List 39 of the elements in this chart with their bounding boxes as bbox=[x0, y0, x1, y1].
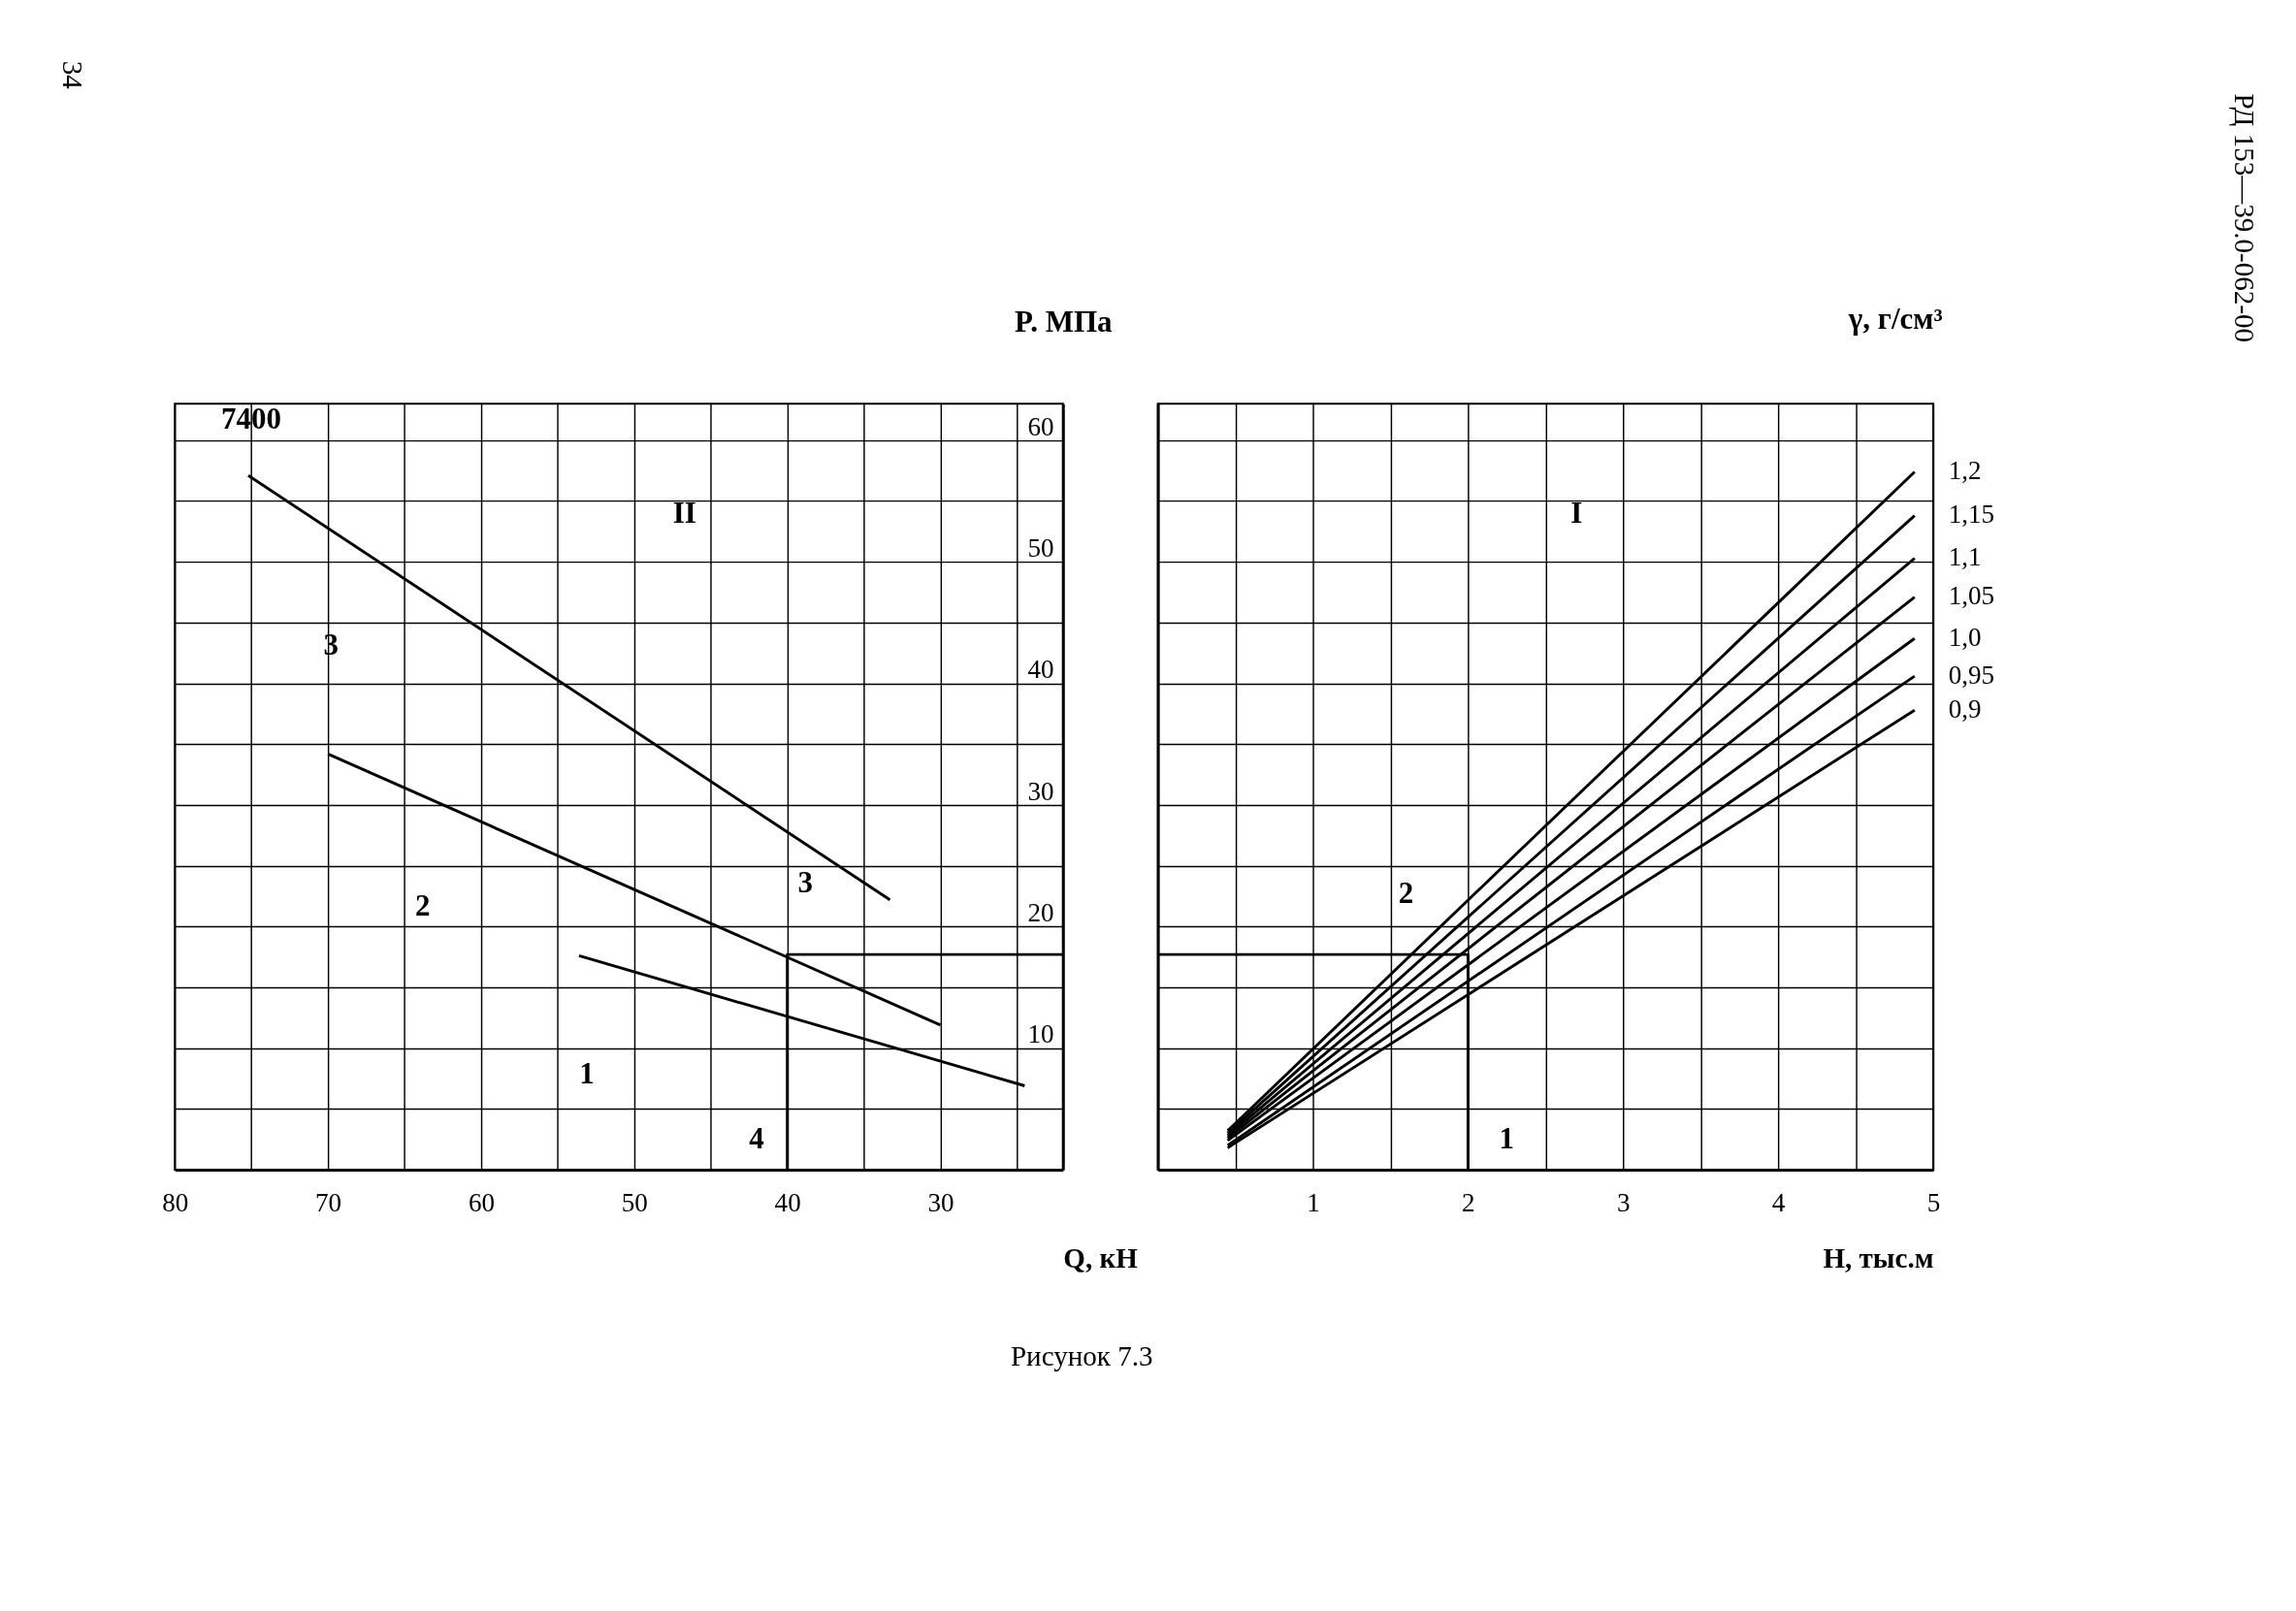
y-tick-label: 60 bbox=[1027, 411, 1054, 441]
x-tick-label: 2 bbox=[1462, 1188, 1475, 1218]
y-tick-label: 20 bbox=[1027, 897, 1054, 927]
x-tick-label: 5 bbox=[1926, 1188, 1941, 1218]
annotation: 1 bbox=[579, 1055, 595, 1090]
legend-title: γ, г/см³ bbox=[1847, 301, 1943, 336]
series-label: 1,05 bbox=[1948, 581, 1995, 611]
annotation: 1 bbox=[1499, 1121, 1515, 1156]
annotation: I bbox=[1570, 495, 1583, 530]
annotation: 4 bbox=[749, 1121, 764, 1156]
x-tick-label: 50 bbox=[621, 1188, 648, 1218]
text: 34 bbox=[56, 60, 88, 90]
y-tick-label: 40 bbox=[1027, 655, 1054, 685]
text: Рисунок 7.3 bbox=[1010, 1340, 1153, 1372]
text: РД 153—39.0-062-00 bbox=[2229, 93, 2261, 343]
annotation: II bbox=[672, 495, 696, 530]
x-tick-label: 4 bbox=[1771, 1188, 1786, 1218]
annotation: 3 bbox=[797, 864, 814, 899]
series-label: 1,0 bbox=[1948, 623, 1982, 652]
x-tick-label: 40 bbox=[774, 1188, 801, 1218]
series-label: 0,95 bbox=[1948, 660, 1995, 690]
annotation: 2 bbox=[414, 888, 431, 923]
series-label: 1,2 bbox=[1948, 456, 1982, 486]
y-tick-label: 50 bbox=[1027, 532, 1054, 563]
y-tick-label: 30 bbox=[1027, 776, 1054, 806]
x-tick-label: 30 bbox=[927, 1188, 954, 1218]
x-tick-label: 70 bbox=[315, 1188, 342, 1218]
series-label: 0,9 bbox=[1948, 693, 1982, 724]
annotation: 2 bbox=[1398, 876, 1414, 911]
x-axis-title: Q, кН bbox=[1063, 1242, 1139, 1274]
x-tick-label: 60 bbox=[468, 1188, 495, 1218]
x-axis-title: H, тыс.м bbox=[1823, 1242, 1934, 1274]
series-label: 1,1 bbox=[1948, 542, 1982, 572]
y-axis-title: P. МПа bbox=[1015, 305, 1114, 339]
series-label: 1,15 bbox=[1948, 499, 1995, 530]
x-tick-label: 3 bbox=[1616, 1188, 1631, 1218]
x-tick-label: 80 bbox=[162, 1188, 189, 1218]
x-tick-label: 1 bbox=[1307, 1188, 1320, 1218]
y-tick-label: 10 bbox=[1027, 1019, 1054, 1049]
